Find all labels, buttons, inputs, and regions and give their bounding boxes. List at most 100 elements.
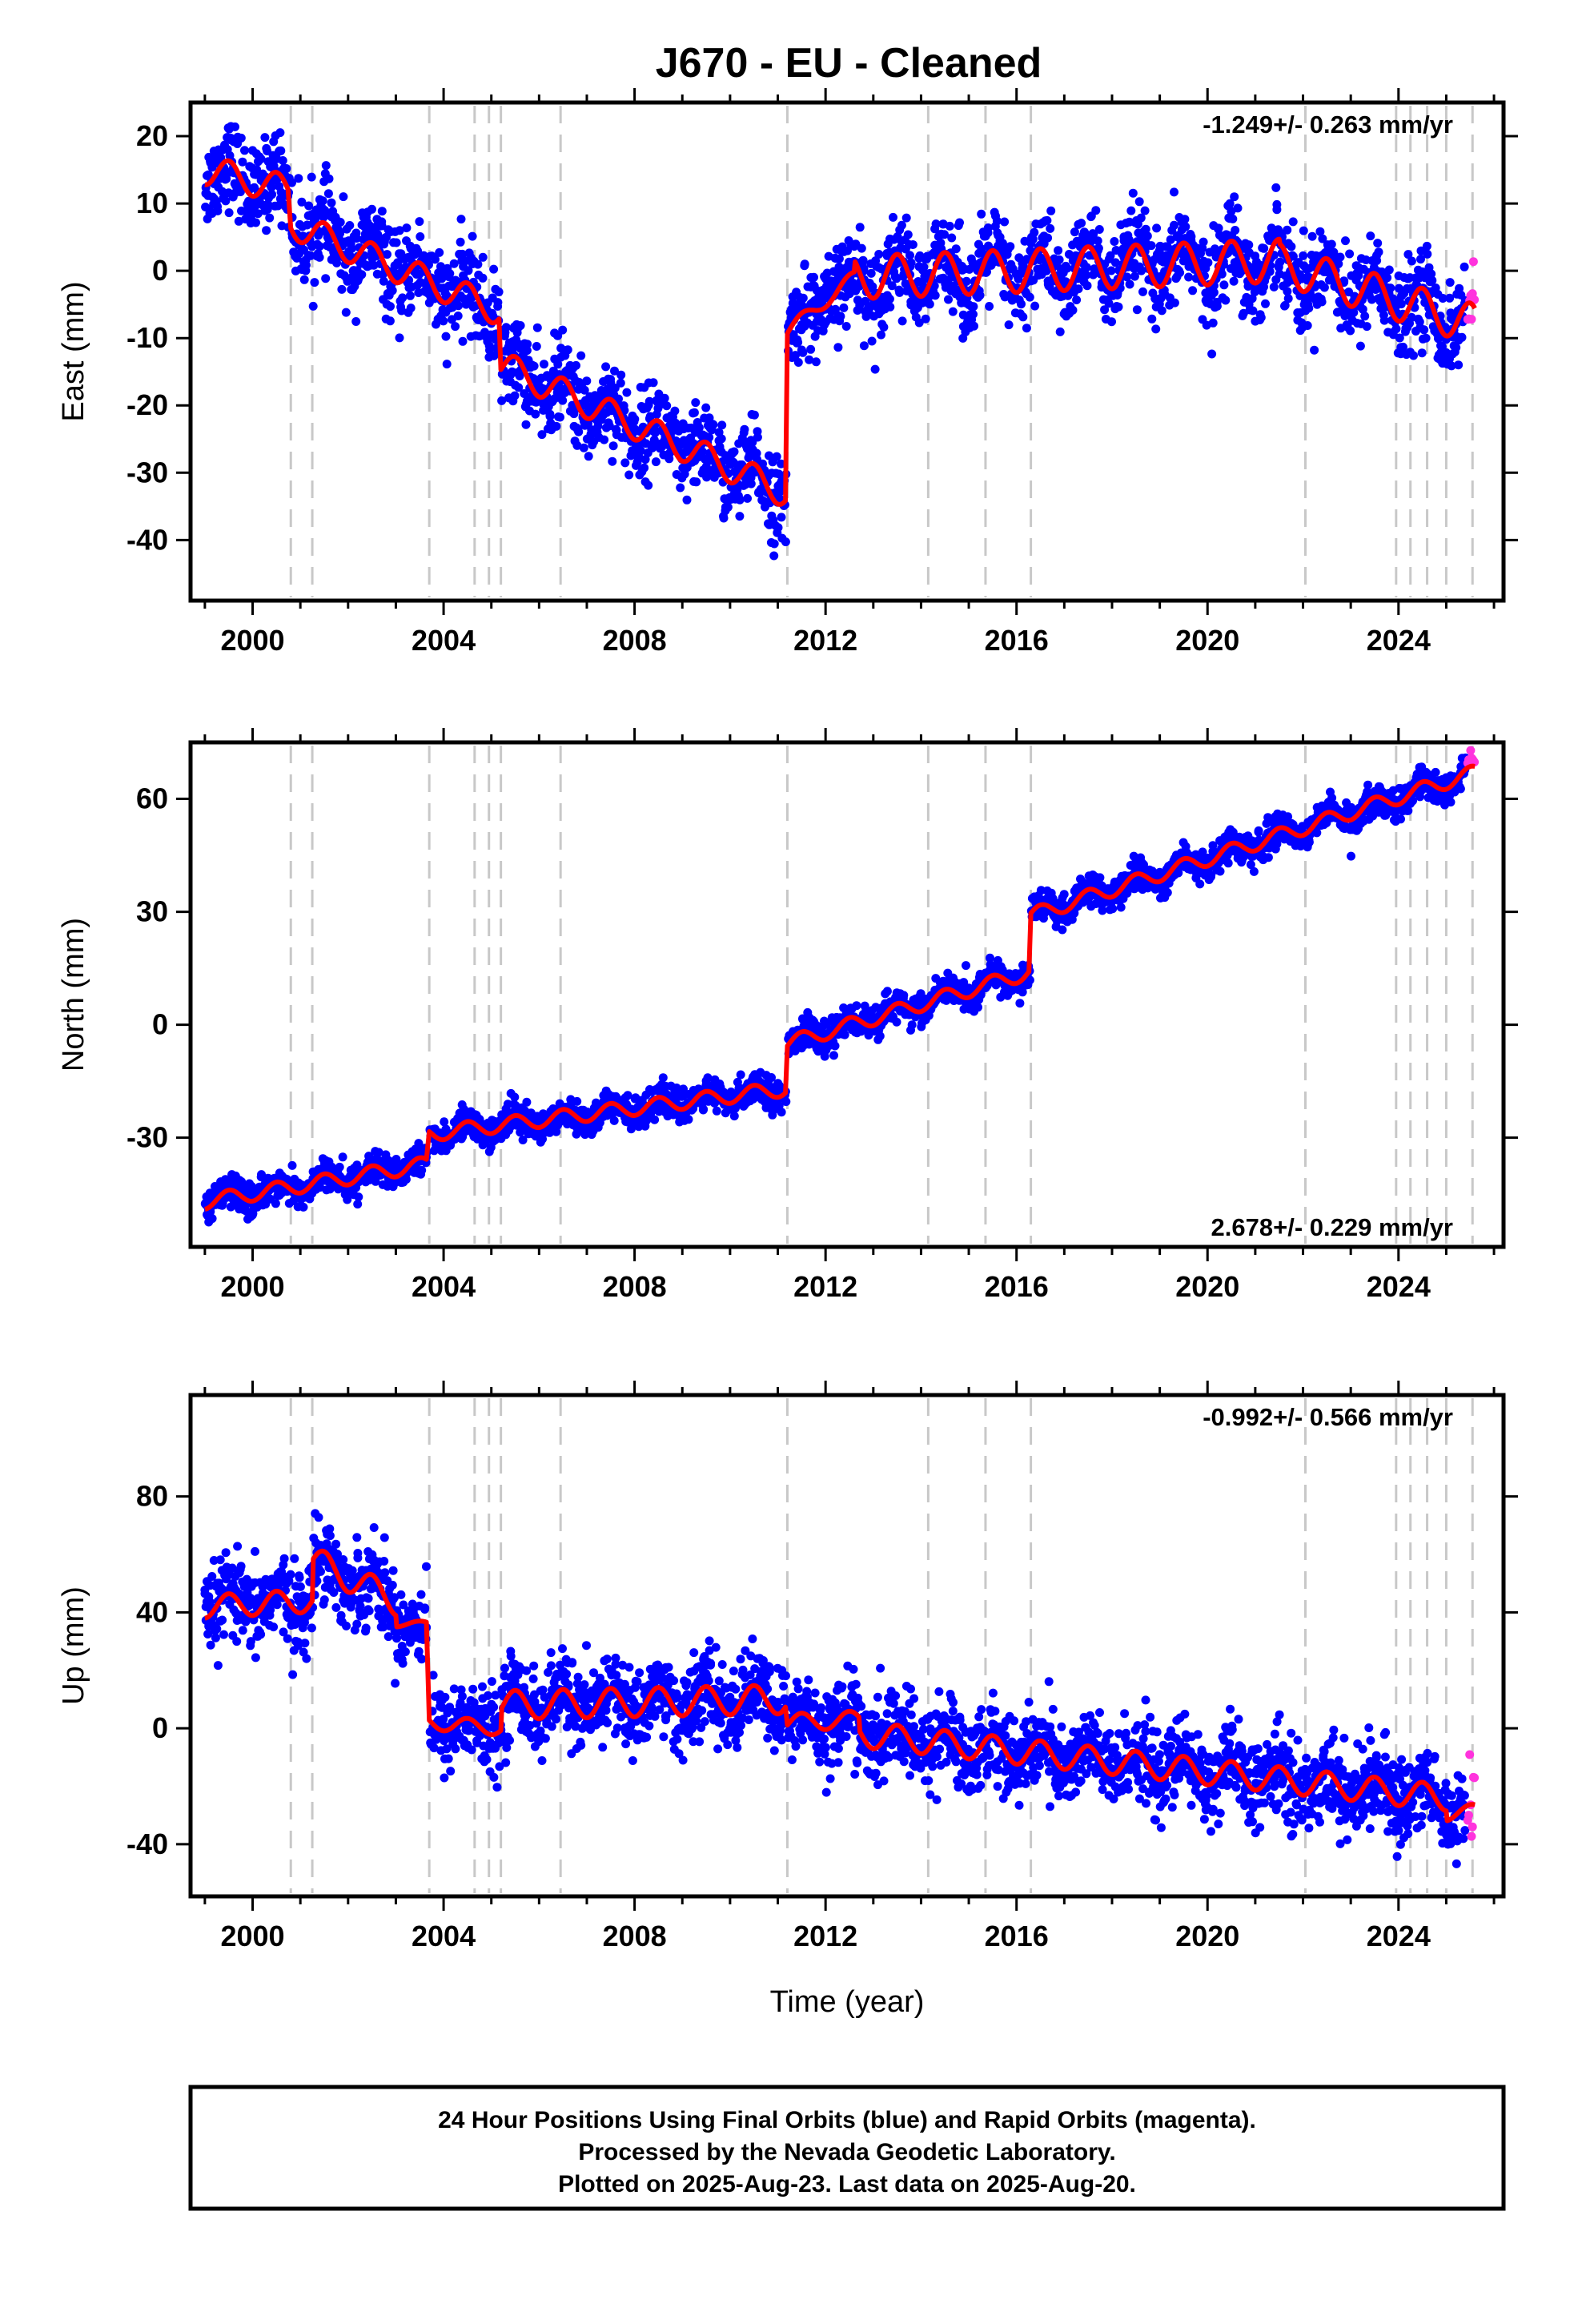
east-final-point: [694, 423, 704, 432]
east-final-point: [936, 238, 946, 247]
east-final-point: [523, 340, 532, 349]
east-final-point: [572, 440, 582, 450]
east-final-point: [636, 446, 645, 456]
east-final-point: [1221, 296, 1231, 305]
east-final-point: [887, 281, 897, 291]
east-final-point: [616, 378, 625, 388]
east-final-point: [822, 268, 832, 278]
east-final-point: [729, 447, 739, 456]
east-final-point: [1018, 312, 1028, 322]
east-final-point: [1086, 212, 1096, 222]
east-final-point: [522, 346, 532, 356]
east-final-point: [1229, 276, 1239, 286]
east-final-point: [930, 291, 940, 300]
east-final-point: [318, 196, 327, 206]
east-final-point: [740, 424, 749, 434]
east-final-point: [1271, 183, 1281, 192]
east-final-point: [297, 197, 307, 207]
east-final-point: [553, 360, 563, 369]
east-final-point: [1360, 312, 1370, 321]
north-final-point: [840, 1030, 849, 1039]
east-final-point: [464, 266, 473, 275]
east-final-point: [323, 189, 333, 199]
east-final-point: [453, 312, 463, 320]
east-final-point: [982, 267, 991, 276]
east-final-point: [1391, 324, 1401, 334]
east-final-point: [558, 325, 568, 335]
east-final-point: [337, 284, 347, 294]
north-final-point: [777, 1108, 786, 1117]
east-final-point: [1089, 230, 1098, 239]
east-final-point: [579, 443, 588, 452]
east-final-point: [238, 157, 247, 167]
east-final-point: [1151, 324, 1161, 334]
east-ticks: 2000 2004 2008 2012 2016 2020 2024-40-30-20-10…: [126, 88, 1518, 657]
east-y-tick-label: -40: [126, 523, 168, 556]
east-final-point: [1228, 214, 1238, 223]
east-final-point: [493, 298, 503, 308]
east-final-point: [965, 264, 974, 274]
east-final-point: [1100, 305, 1110, 315]
east-final-point: [456, 215, 466, 224]
east-final-point: [345, 221, 355, 230]
east-final-point: [867, 336, 877, 346]
east-final-point: [327, 198, 336, 207]
east-final-point: [489, 264, 499, 274]
north-final-point: [207, 1214, 217, 1224]
east-final-point: [436, 262, 445, 271]
north-final-point: [401, 1175, 411, 1184]
east-final-point: [516, 321, 525, 330]
east-final-point: [1383, 273, 1392, 283]
north-final-point: [899, 991, 909, 1000]
east-final-point: [1094, 243, 1103, 253]
east-final-point: [1203, 258, 1213, 267]
east-final-point: [294, 174, 303, 183]
east-final-point: [1077, 219, 1086, 228]
east-final-point: [267, 190, 277, 199]
east-final-point: [1025, 292, 1034, 302]
east-final-point: [556, 412, 564, 422]
east-data-points: [201, 122, 1480, 561]
north-final-point: [522, 1097, 532, 1107]
north-final-point: [781, 1097, 791, 1107]
east-final-point: [1128, 188, 1138, 198]
east-final-point: [650, 428, 660, 437]
north-final-point: [417, 1165, 427, 1175]
east-final-point: [701, 403, 711, 412]
east-final-point: [1299, 251, 1308, 260]
east-final-point: [1170, 298, 1179, 308]
east-final-point: [449, 259, 459, 268]
east-final-point: [276, 146, 286, 155]
east-final-point: [1175, 268, 1185, 277]
east-final-point: [1417, 348, 1427, 358]
east-final-point: [1106, 251, 1115, 260]
east-final-point: [558, 396, 568, 405]
east-final-point: [1055, 327, 1065, 336]
east-final-point: [451, 322, 460, 332]
east-final-point: [682, 495, 692, 505]
east-final-point: [944, 295, 953, 304]
east-final-point: [798, 348, 808, 357]
east-final-point: [975, 291, 985, 300]
east-final-point: [532, 323, 542, 332]
east-final-point: [1184, 272, 1194, 282]
north-final-point: [1095, 873, 1105, 883]
north-final-point: [287, 1160, 297, 1170]
east-final-point: [1110, 258, 1120, 267]
east-final-point: [1054, 246, 1063, 255]
east-final-point: [402, 223, 412, 233]
east-final-point: [1419, 325, 1429, 335]
east-model-line: [203, 158, 1477, 507]
east-final-point: [395, 226, 404, 235]
east-final-point: [1317, 297, 1327, 307]
east-final-point: [260, 133, 270, 143]
east-final-point: [791, 351, 800, 360]
east-final-point: [563, 345, 572, 355]
east-final-point: [1022, 324, 1031, 333]
east-final-point: [1209, 287, 1219, 297]
east-y-tick-label: 10: [136, 187, 168, 219]
east-final-point: [1170, 220, 1178, 230]
east-final-point: [1327, 239, 1336, 249]
east-rapid-point: [1468, 257, 1478, 267]
north-final-point: [1015, 999, 1025, 1008]
